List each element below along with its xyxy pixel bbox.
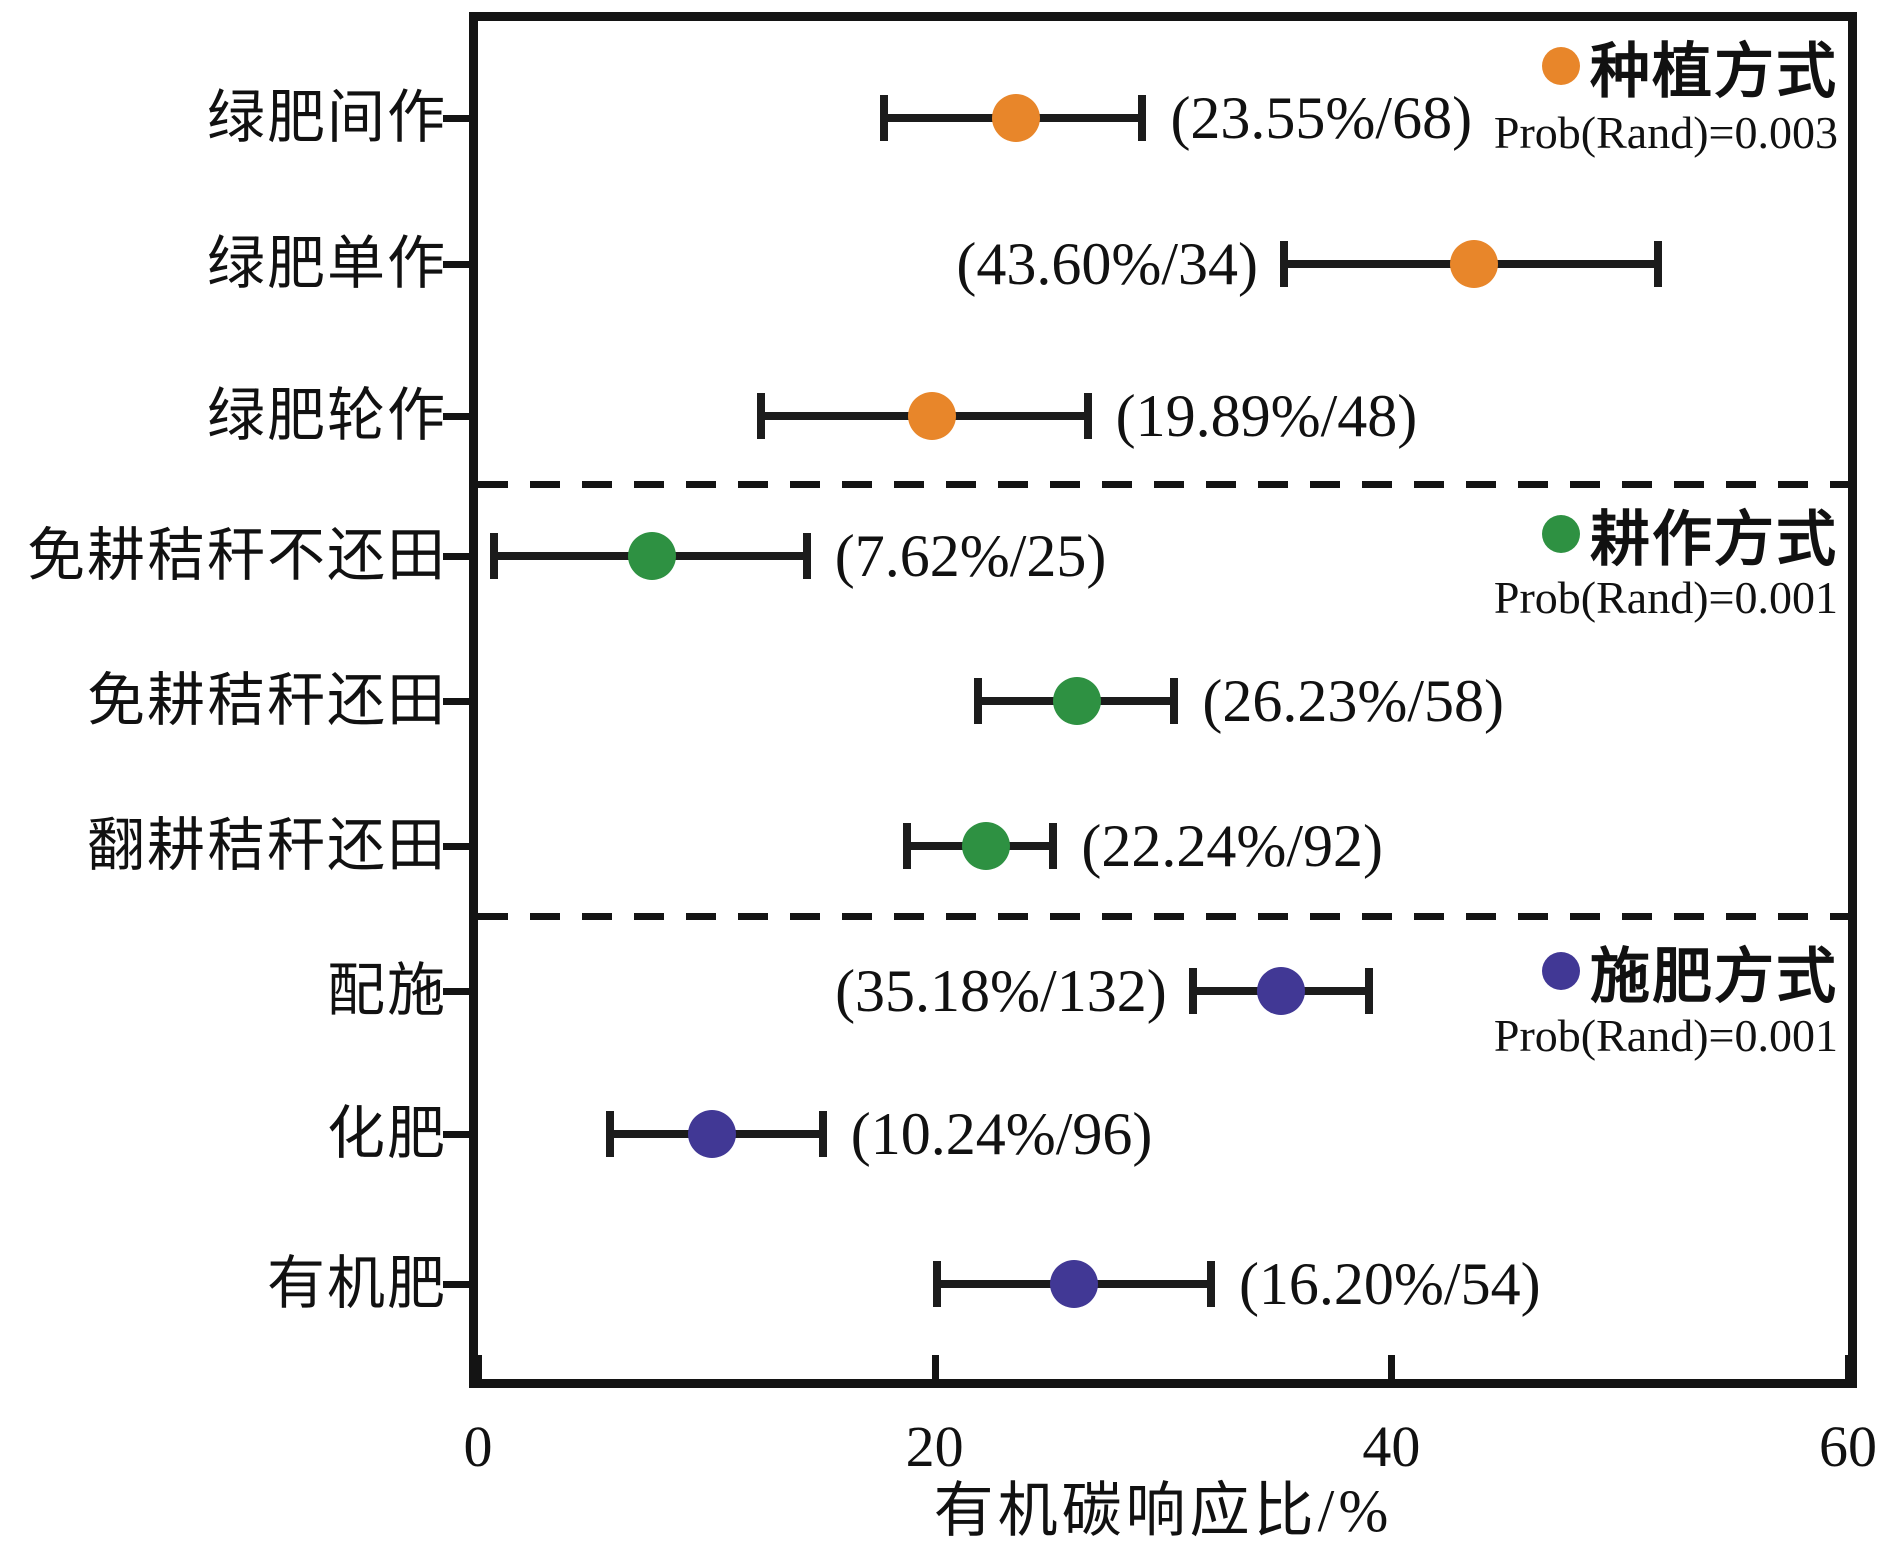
- legend-group-title: 种植方式: [1590, 38, 1838, 105]
- data-point-label: (43.60%/34): [956, 231, 1259, 297]
- plot-area: (23.55%/68) (43.60%/34) (19.89%/48) (7.62%/…: [469, 12, 1857, 1388]
- data-point-dot: [1257, 967, 1306, 1015]
- y-axis-tick: [443, 698, 469, 705]
- error-bar-cap-left: [903, 823, 912, 869]
- error-bar-cap-left: [1188, 968, 1197, 1014]
- y-axis-tick: [443, 413, 469, 420]
- x-axis-tick: [475, 1355, 482, 1379]
- error-bar-cap-right: [1364, 968, 1373, 1014]
- legend-prob-label: Prob(Rand)=0.003: [1493, 107, 1838, 158]
- legend-prob-label: Prob(Rand)=0.001: [1493, 572, 1838, 623]
- error-bar-cap-right: [1206, 1261, 1215, 1307]
- x-tick-label: 0: [463, 1414, 493, 1479]
- error-bar-cap-left: [880, 95, 889, 141]
- data-point-dot: [687, 1110, 736, 1158]
- error-bar-cap-right: [1654, 241, 1663, 287]
- error-bar-cap-right: [802, 533, 811, 579]
- x-axis-tick: [931, 1355, 939, 1379]
- data-point-label: (22.24%/92): [1081, 813, 1384, 879]
- error-bar-cap-right: [1170, 678, 1179, 724]
- error-bar-cap-right: [1083, 393, 1092, 439]
- y-axis-tick: [443, 261, 469, 268]
- y-axis-tick: [443, 1131, 469, 1138]
- data-point-label: (35.18%/132): [835, 958, 1167, 1024]
- y-category-label: 翻耕秸秆还田: [86, 813, 447, 878]
- y-category-label: 免耕秸秆还田: [86, 668, 447, 733]
- data-point-dot: [627, 532, 676, 580]
- group-separator-dashed-line: [478, 481, 1848, 488]
- x-tick-label: 40: [1362, 1414, 1421, 1479]
- y-category-label: 配施: [326, 958, 447, 1023]
- y-axis-tick: [443, 553, 469, 560]
- y-category-label: 绿肥单作: [206, 231, 447, 296]
- data-point-label: (26.23%/58): [1202, 668, 1505, 734]
- y-axis-tick: [443, 988, 469, 995]
- legend-item: 耕作方式: [1542, 496, 1838, 573]
- x-axis-tick: [1388, 1355, 1396, 1379]
- x-axis-tick: [1845, 1355, 1852, 1379]
- legend-item: 种植方式: [1542, 28, 1838, 105]
- legend-group-title: 耕作方式: [1590, 506, 1838, 573]
- error-bar-cap-left: [606, 1111, 615, 1157]
- error-bar-cap-left: [757, 393, 766, 439]
- legend-dot-icon: [1542, 952, 1580, 990]
- data-point-dot: [1449, 240, 1498, 288]
- error-bar-cap-left: [932, 1261, 941, 1307]
- group-separator-dashed-line: [478, 913, 1848, 920]
- y-category-label: 绿肥轮作: [206, 383, 447, 448]
- data-point-label: (23.55%/68): [1170, 85, 1473, 151]
- legend-item: 施肥方式: [1542, 933, 1838, 1010]
- error-bar-cap-right: [1138, 95, 1147, 141]
- y-category-label: 化肥: [326, 1101, 447, 1166]
- data-point-label: (16.20%/54): [1238, 1251, 1541, 1317]
- data-point-label: (19.89%/48): [1115, 383, 1418, 449]
- data-point-dot: [1052, 677, 1101, 725]
- data-point-label: (7.62%/25): [834, 523, 1107, 589]
- error-bar-cap-right: [818, 1111, 827, 1157]
- x-tick-label: 20: [905, 1414, 964, 1479]
- x-axis-title: 有机碳响应比/%: [933, 1478, 1393, 1544]
- y-category-label: 绿肥间作: [206, 85, 447, 150]
- data-point-label: (10.24%/96): [850, 1101, 1153, 1167]
- data-point-dot: [908, 392, 957, 440]
- legend-group-title: 施肥方式: [1590, 943, 1838, 1010]
- y-axis-tick: [443, 115, 469, 122]
- legend-dot-icon: [1542, 47, 1580, 85]
- x-tick-label: 60: [1819, 1414, 1877, 1479]
- data-point-dot: [1049, 1260, 1098, 1308]
- data-point-dot: [961, 822, 1010, 870]
- data-point-dot: [991, 94, 1040, 142]
- y-axis-tick: [443, 843, 469, 850]
- y-category-label: 有机肥: [266, 1251, 447, 1316]
- y-category-label: 免耕秸秆不还田: [26, 523, 447, 588]
- error-bar-cap-left: [1280, 241, 1289, 287]
- legend-dot-icon: [1542, 515, 1580, 553]
- error-bar-cap-left: [974, 678, 983, 724]
- legend-prob-label: Prob(Rand)=0.001: [1493, 1010, 1838, 1061]
- error-bar-cap-right: [1049, 823, 1058, 869]
- y-axis-tick: [443, 1281, 469, 1288]
- error-bar-cap-left: [489, 533, 498, 579]
